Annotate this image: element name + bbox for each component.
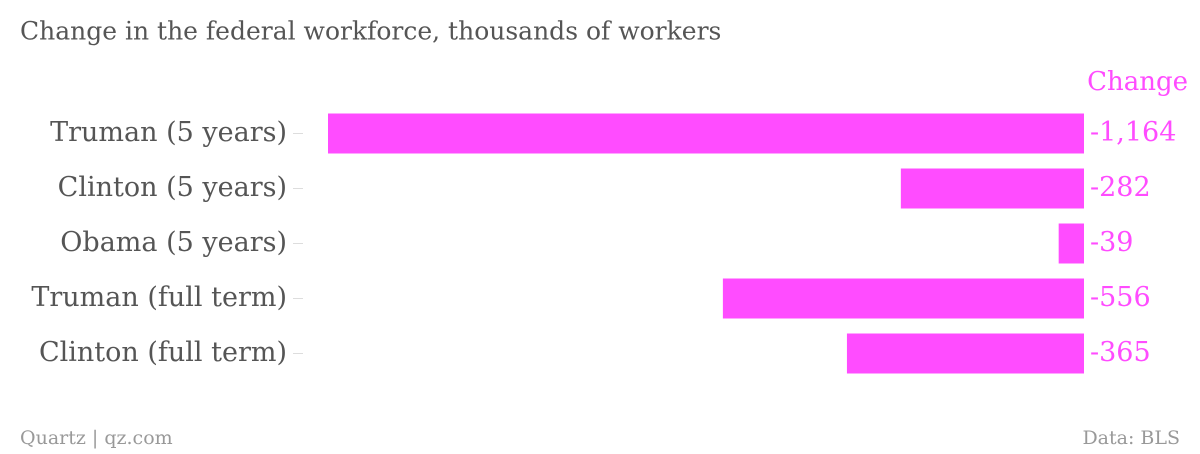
value-label: -1,164 bbox=[1090, 117, 1176, 148]
bar bbox=[722, 278, 1084, 319]
y-tick-label: Truman (5 years) bbox=[50, 117, 287, 148]
y-tick-label: Truman (full term) bbox=[31, 282, 287, 313]
value-label: -556 bbox=[1090, 282, 1151, 313]
y-tick-label: Obama (5 years) bbox=[60, 227, 287, 258]
chart-title: Change in the federal workforce, thousan… bbox=[20, 17, 721, 46]
bar bbox=[846, 333, 1084, 374]
y-tick-label: Clinton (5 years) bbox=[58, 172, 287, 203]
y-tick-label: Clinton (full term) bbox=[39, 337, 287, 368]
value-label: -365 bbox=[1090, 337, 1151, 368]
bar bbox=[328, 113, 1084, 154]
source: Data: BLS bbox=[1082, 427, 1180, 449]
value-label: -39 bbox=[1090, 227, 1133, 258]
series-header: Change bbox=[1087, 67, 1188, 97]
bar bbox=[900, 168, 1084, 209]
credit: Quartz | qz.com bbox=[20, 427, 173, 449]
value-label: -282 bbox=[1090, 172, 1151, 203]
bar bbox=[1058, 223, 1084, 264]
